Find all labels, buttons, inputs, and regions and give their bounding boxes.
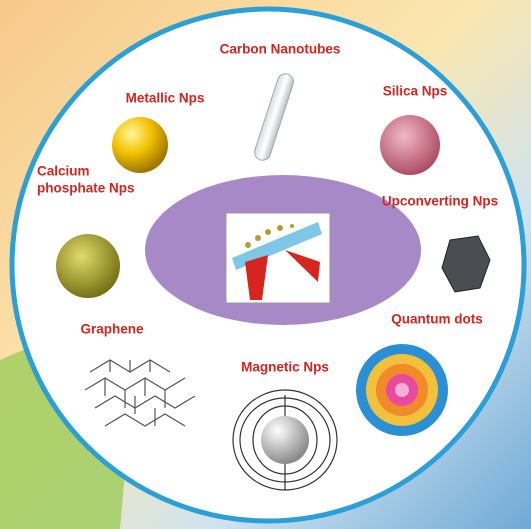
magnetic-sphere bbox=[261, 416, 309, 464]
label: Silica Nps bbox=[383, 84, 448, 99]
label: phosphate Nps bbox=[37, 181, 135, 196]
label: Quantum dots bbox=[391, 312, 483, 327]
label: Magnetic Nps bbox=[241, 360, 329, 375]
calcium-icon bbox=[56, 234, 120, 298]
quantum-dot-icon bbox=[356, 344, 448, 436]
label: Calcium bbox=[37, 164, 90, 179]
label: Carbon Nanotubes bbox=[220, 42, 341, 57]
label: Graphene bbox=[80, 322, 144, 337]
page: Carbon Nanotubes Metallic Nps Silica Nps… bbox=[0, 0, 531, 529]
metallic-icon bbox=[112, 117, 168, 173]
diagram: Carbon Nanotubes Metallic Nps Silica Nps… bbox=[0, 0, 531, 529]
label: Upconverting Nps bbox=[382, 194, 498, 209]
label: Metallic Nps bbox=[126, 91, 205, 106]
silica-icon bbox=[380, 115, 440, 175]
